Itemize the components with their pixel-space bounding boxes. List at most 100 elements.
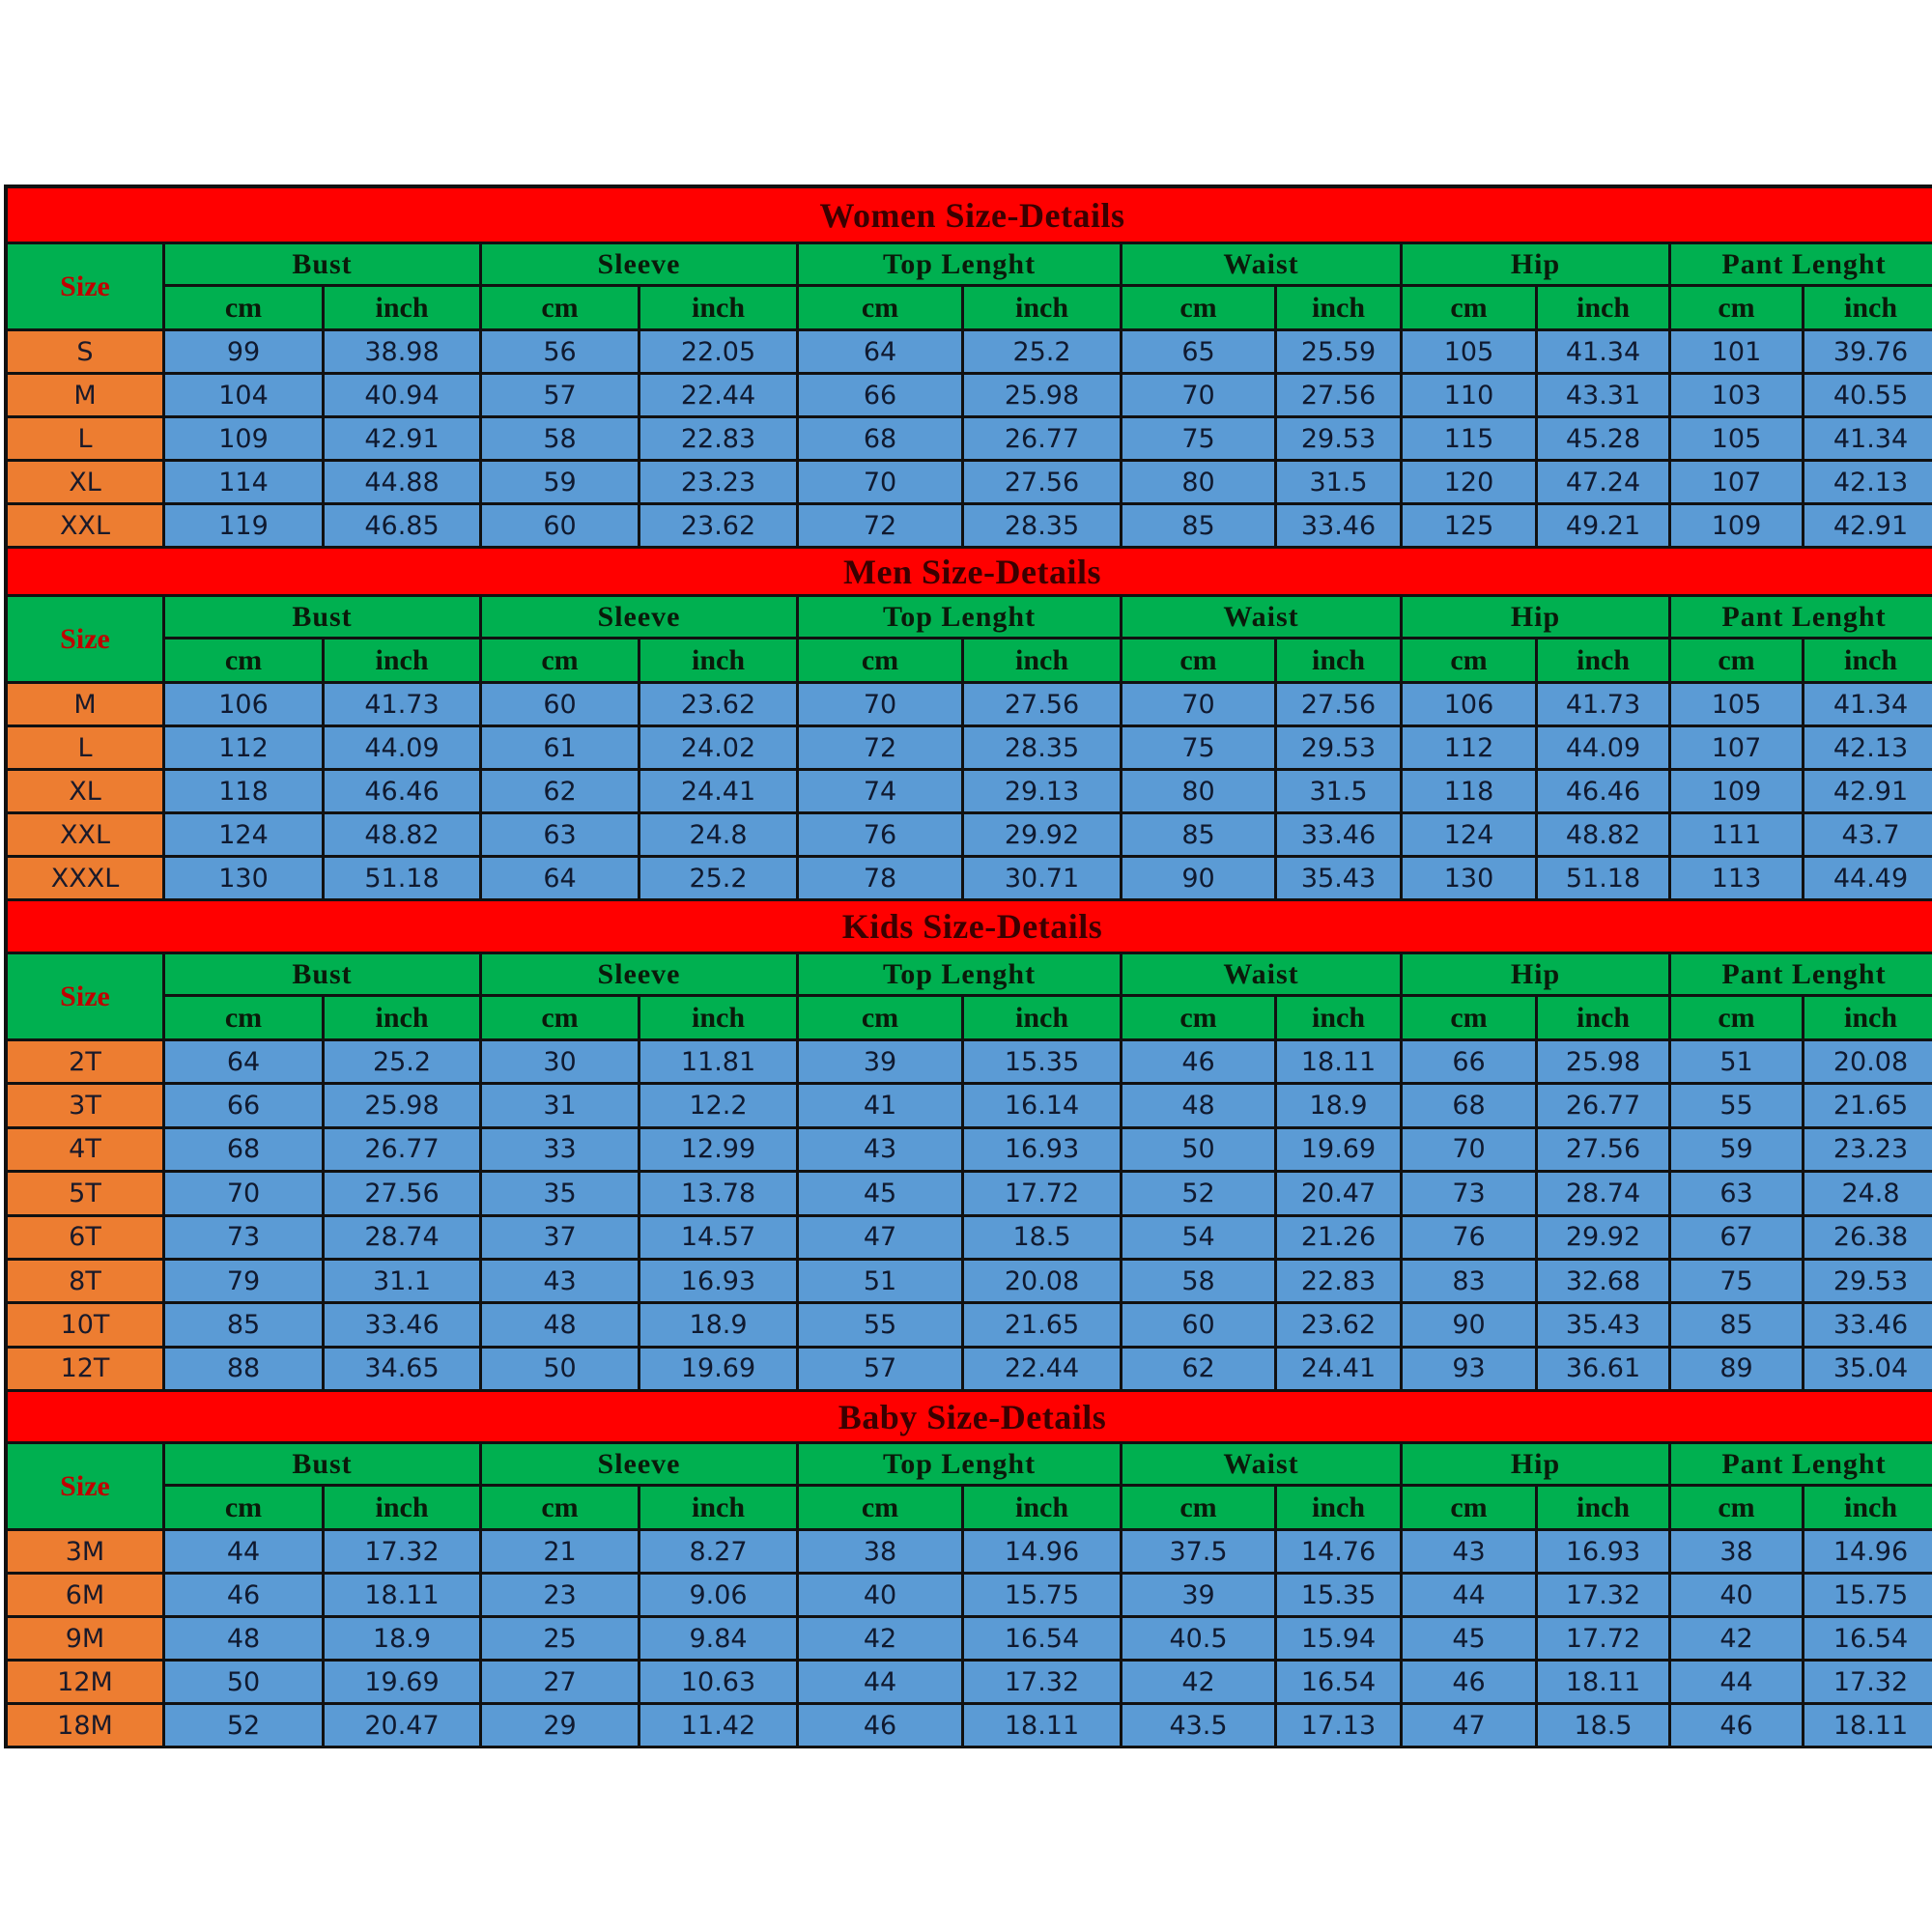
unit-header-cm: cm <box>799 287 964 331</box>
value-cell: 16.54 <box>964 1618 1122 1662</box>
value-cell: 80 <box>1122 771 1277 814</box>
value-cell: 111 <box>1671 814 1804 858</box>
value-cell: 27.56 <box>1277 375 1403 418</box>
value-cell: 70 <box>799 684 964 727</box>
value-cell: 35.04 <box>1804 1348 1932 1393</box>
value-cell: 25.2 <box>964 331 1122 375</box>
value-cell: 66 <box>165 1085 325 1129</box>
value-cell: 17.32 <box>1804 1662 1932 1706</box>
value-cell: 34.65 <box>325 1348 482 1393</box>
size-header: Size <box>8 954 165 1041</box>
value-cell: 85 <box>1122 814 1277 858</box>
value-cell: 14.57 <box>640 1216 799 1261</box>
value-cell: 26.77 <box>964 418 1122 462</box>
value-cell: 85 <box>1122 505 1277 549</box>
measure-group-header: Top Lenght <box>799 1444 1122 1488</box>
value-cell: 42.91 <box>1804 505 1932 549</box>
value-cell: 14.96 <box>1804 1531 1932 1576</box>
measure-group-header: Pant Lenght <box>1671 597 1932 639</box>
measure-group-header: Hip <box>1403 597 1671 639</box>
measure-group-header: Bust <box>165 244 482 287</box>
value-cell: 17.32 <box>1538 1575 1671 1619</box>
unit-header-cm: cm <box>165 287 325 331</box>
value-cell: 85 <box>165 1304 325 1349</box>
value-cell: 23.62 <box>1277 1304 1403 1349</box>
unit-header-cm: cm <box>799 639 964 684</box>
value-cell: 15.35 <box>1277 1575 1403 1619</box>
unit-header-inch: inch <box>640 997 799 1041</box>
unit-header-cm: cm <box>482 1487 640 1532</box>
value-cell: 46 <box>1403 1662 1538 1706</box>
unit-header-cm: cm <box>165 1487 325 1532</box>
value-cell: 112 <box>165 727 325 771</box>
value-cell: 113 <box>1671 858 1804 901</box>
value-cell: 9.06 <box>640 1575 799 1619</box>
value-cell: 26.77 <box>1538 1085 1671 1129</box>
measure-group-header: Sleeve <box>482 1444 799 1488</box>
value-cell: 18.9 <box>640 1304 799 1349</box>
value-cell: 42.91 <box>325 418 482 462</box>
value-cell: 26.38 <box>1804 1216 1932 1261</box>
value-cell: 31.5 <box>1277 771 1403 814</box>
size-cell: XL <box>8 771 165 814</box>
value-cell: 124 <box>1403 814 1538 858</box>
value-cell: 64 <box>799 331 964 375</box>
value-cell: 24.8 <box>640 814 799 858</box>
value-cell: 29 <box>482 1705 640 1749</box>
value-cell: 14.76 <box>1277 1531 1403 1576</box>
size-cell: L <box>8 727 165 771</box>
unit-header-cm: cm <box>482 997 640 1041</box>
measure-group-header: Bust <box>165 954 482 997</box>
value-cell: 38.98 <box>325 331 482 375</box>
value-cell: 61 <box>482 727 640 771</box>
measure-group-header: Top Lenght <box>799 954 1122 997</box>
measure-group-header: Sleeve <box>482 597 799 639</box>
value-cell: 105 <box>1671 418 1804 462</box>
value-cell: 22.44 <box>964 1348 1122 1393</box>
value-cell: 130 <box>165 858 325 901</box>
measure-group-header: Bust <box>165 597 482 639</box>
value-cell: 46 <box>1671 1705 1804 1749</box>
value-cell: 43.7 <box>1804 814 1932 858</box>
size-cell: 12T <box>8 1348 165 1393</box>
unit-header-cm: cm <box>1403 1487 1538 1532</box>
value-cell: 18.11 <box>1804 1705 1932 1749</box>
value-cell: 120 <box>1403 462 1538 505</box>
value-cell: 46.85 <box>325 505 482 549</box>
value-cell: 33 <box>482 1128 640 1174</box>
value-cell: 32.68 <box>1538 1260 1671 1305</box>
value-cell: 57 <box>482 375 640 418</box>
value-cell: 45.28 <box>1538 418 1671 462</box>
value-cell: 31.1 <box>325 1260 482 1305</box>
size-header: Size <box>8 597 165 684</box>
value-cell: 70 <box>1122 375 1277 418</box>
value-cell: 17.72 <box>1538 1618 1671 1662</box>
value-cell: 18.5 <box>964 1216 1122 1261</box>
size-header: Size <box>8 1444 165 1532</box>
value-cell: 46.46 <box>325 771 482 814</box>
value-cell: 80 <box>1122 462 1277 505</box>
size-cell: 3T <box>8 1085 165 1129</box>
value-cell: 46 <box>799 1705 964 1749</box>
value-cell: 62 <box>1122 1348 1277 1393</box>
value-cell: 79 <box>165 1260 325 1305</box>
measure-group-header: Hip <box>1403 244 1671 287</box>
section-kids: Kids Size-Details Size Bust Sleeve Top Lengh… <box>8 901 1932 1393</box>
value-cell: 103 <box>1671 375 1804 418</box>
value-cell: 109 <box>1671 771 1804 814</box>
measure-group-header: Hip <box>1403 1444 1671 1488</box>
value-cell: 50 <box>1122 1128 1277 1174</box>
unit-header-inch: inch <box>1804 639 1932 684</box>
value-cell: 110 <box>1403 375 1538 418</box>
size-cell: 4T <box>8 1128 165 1174</box>
unit-header-inch: inch <box>640 287 799 331</box>
value-cell: 90 <box>1122 858 1277 901</box>
size-cell: XXL <box>8 505 165 549</box>
value-cell: 18.11 <box>325 1575 482 1619</box>
value-cell: 20.08 <box>964 1260 1122 1305</box>
value-cell: 18.9 <box>1277 1085 1403 1129</box>
value-cell: 44 <box>1403 1575 1538 1619</box>
value-cell: 33.46 <box>1277 505 1403 549</box>
value-cell: 35.43 <box>1277 858 1403 901</box>
value-cell: 22.05 <box>640 331 799 375</box>
